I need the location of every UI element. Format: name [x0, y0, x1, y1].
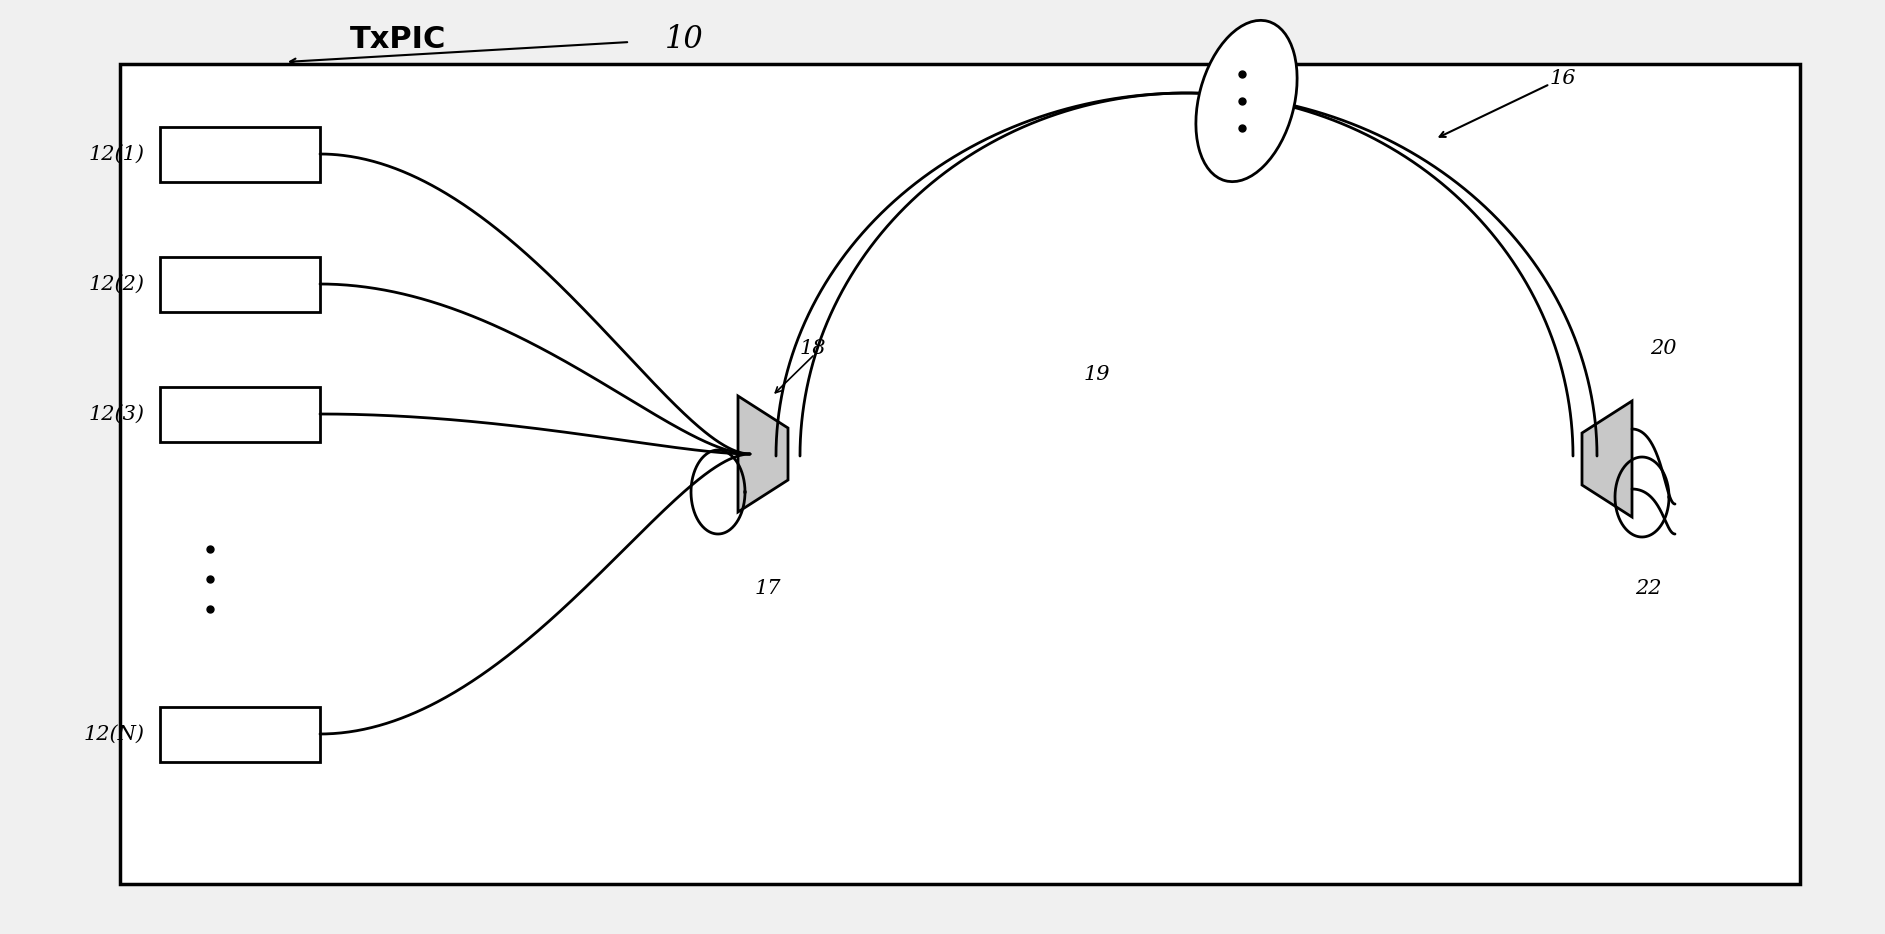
FancyBboxPatch shape: [160, 257, 320, 312]
Text: 12(1): 12(1): [89, 145, 145, 163]
Text: 12(N): 12(N): [85, 725, 145, 743]
Ellipse shape: [1195, 21, 1297, 181]
FancyBboxPatch shape: [121, 64, 1800, 884]
Polygon shape: [1582, 401, 1632, 517]
Text: 22: 22: [1634, 579, 1661, 598]
Text: 19: 19: [1084, 364, 1110, 384]
Text: 17: 17: [756, 579, 782, 598]
Text: 12(2): 12(2): [89, 275, 145, 293]
Text: 20: 20: [1649, 339, 1676, 359]
Text: 12(3): 12(3): [89, 404, 145, 423]
FancyBboxPatch shape: [160, 126, 320, 181]
FancyBboxPatch shape: [160, 706, 320, 761]
Text: 18: 18: [799, 339, 826, 359]
Text: 10: 10: [665, 23, 703, 54]
Text: TxPIC: TxPIC: [351, 24, 447, 53]
FancyBboxPatch shape: [160, 387, 320, 442]
Polygon shape: [739, 396, 788, 512]
Text: 16: 16: [1549, 69, 1576, 89]
